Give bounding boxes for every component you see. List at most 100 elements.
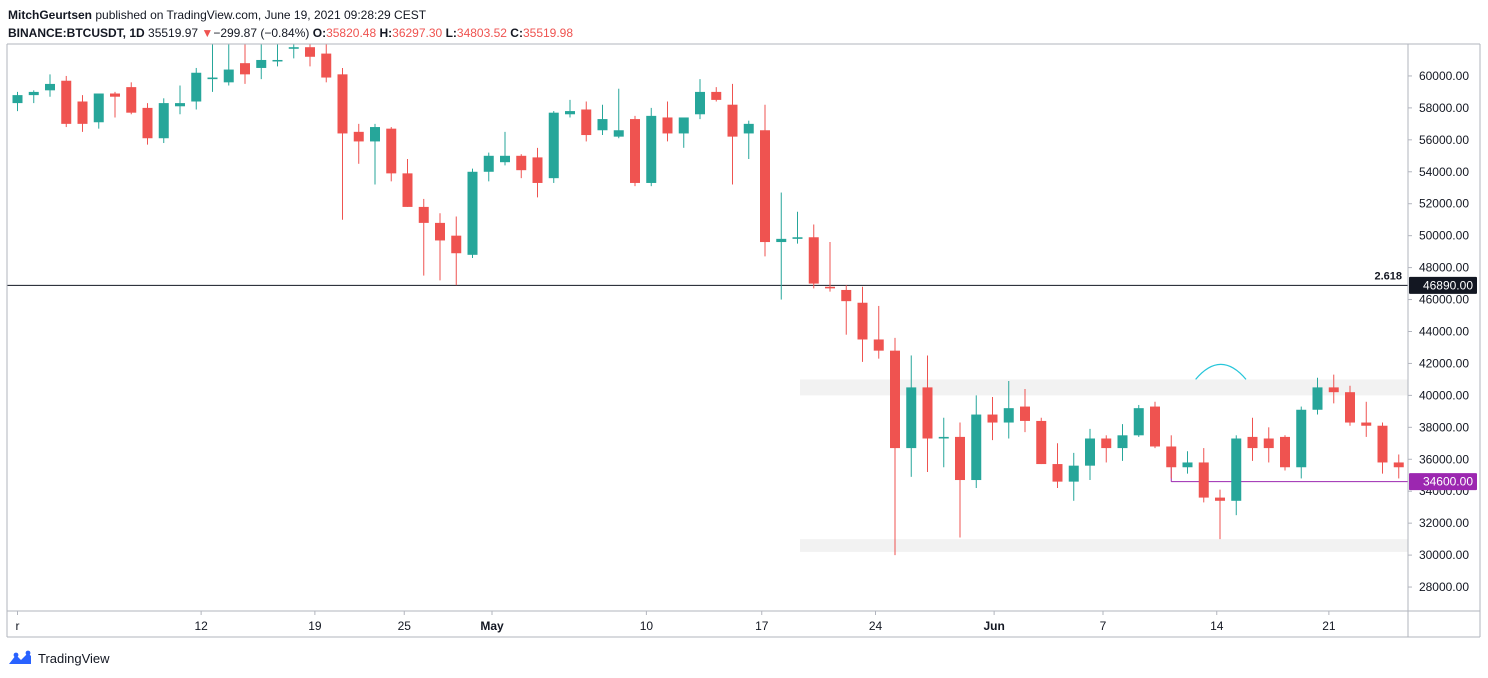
candle-body [1101,438,1112,449]
open-label: O: [312,26,327,40]
candle-body [711,91,722,100]
candle-body [353,131,364,142]
candle-body [565,111,575,115]
candle-body [890,350,900,449]
price-badge-label: 46890.00 [1423,278,1473,292]
close-label: C: [510,26,523,40]
brand-name[interactable]: TradingView [38,650,110,666]
candle-body [110,93,120,97]
low-value: 34803.52 [456,26,507,40]
zone-band [800,539,1408,552]
candle-body [646,115,657,183]
y-tick-label: 40000.00 [1419,388,1469,402]
open-value: 35820.48 [326,26,377,40]
candle-body [1377,425,1388,463]
candle-body [1328,387,1339,393]
x-tick-label: May [480,619,504,633]
fib-level-label: 2.618 [1374,270,1402,282]
candle-body [678,117,689,134]
ohlc-line: BINANCE:BTCUSDT, 1D 35519.97 ▼−299.87 (−… [8,24,573,42]
x-tick-label: 7 [1100,619,1107,633]
x-tick-label: 17 [755,619,769,633]
candle-body [1345,392,1355,423]
candle-body [1280,436,1290,468]
y-tick-label: 46000.00 [1419,293,1469,307]
candle-body [1133,408,1144,436]
change-value: −299.87 (−0.84%) [213,26,310,40]
candle-body [1247,436,1258,449]
y-tick-label: 48000.00 [1419,261,1469,275]
high-value: 36297.30 [392,26,443,40]
candle-body [516,155,527,171]
change-arrow: ▼ [201,26,214,40]
candle-body [321,53,332,78]
footer-brand: TradingView [8,650,110,666]
top-arc-annotation [1195,363,1247,380]
x-tick-label: r [16,619,20,633]
author-name[interactable]: MitchGeurtsen [8,8,93,22]
candles[interactable] [12,44,1404,556]
candle-body [1036,420,1047,465]
close-value: 35519.98 [522,26,574,40]
price-badges: 46890.00 34600.00 [1409,276,1477,491]
candle-body [272,59,283,62]
chart-header: MitchGeurtsen published on TradingView.c… [8,6,573,42]
candle-body [28,91,39,96]
horizontal-levels: 2.618 [7,270,1408,483]
candle-body [467,171,478,255]
y-tick-label: 52000.00 [1419,197,1469,211]
candle-body [743,123,754,134]
candle-body [402,173,413,207]
y-tick-label: 28000.00 [1419,580,1469,594]
candle-body [938,436,949,439]
candle-body [906,387,917,449]
candle-body [386,128,397,174]
candle-body [1052,464,1063,482]
candle-body [776,238,787,243]
time-axis[interactable]: r 12 19 25 May 10 17 24 Jun 7 14 21 [16,611,1336,633]
candle-body [337,74,348,134]
candle-body [207,77,218,80]
candle-body [12,95,23,104]
candle-body [581,109,592,136]
candle-body [1361,422,1372,426]
y-tick-label: 60000.00 [1419,69,1469,83]
candle-body [1296,409,1307,468]
candle-body [451,235,462,254]
x-tick-label: 19 [308,619,322,633]
candle-body [483,155,494,172]
candle-body [61,80,72,124]
last-price: 35519.97 [148,26,199,40]
price-axis[interactable]: 28000.0030000.0032000.0034000.0036000.00… [1408,69,1469,594]
x-tick-label: 12 [194,619,208,633]
y-tick-label: 56000.00 [1419,133,1469,147]
candle-body [808,237,819,284]
candle-body [971,414,982,481]
candle-body [662,117,673,134]
publish-line: MitchGeurtsen published on TradingView.c… [8,6,573,24]
zone-band [800,379,1408,396]
price-zones [800,379,1408,552]
candle-body [1117,435,1128,449]
y-tick-label: 42000.00 [1419,356,1469,370]
candle-body [1231,438,1242,501]
x-tick-label: Jun [983,619,1004,633]
candle-body [158,103,169,139]
candle-body [825,286,835,289]
candle-body [256,59,267,68]
price-badge-label: 34600.00 [1423,475,1473,489]
candle-body [922,387,933,439]
x-tick-label: 24 [869,619,883,633]
candle-body [597,119,608,131]
candle-body [955,436,965,481]
tradingview-logo-icon [9,650,31,664]
candle-body [223,69,234,83]
candle-body [370,127,380,142]
candle-body [418,206,429,223]
candle-body [126,87,137,113]
symbol-label[interactable]: BINANCE:BTCUSDT, 1D [8,26,145,40]
candle-body [1166,446,1177,468]
candle-body [45,83,55,91]
candle-body [435,222,445,241]
